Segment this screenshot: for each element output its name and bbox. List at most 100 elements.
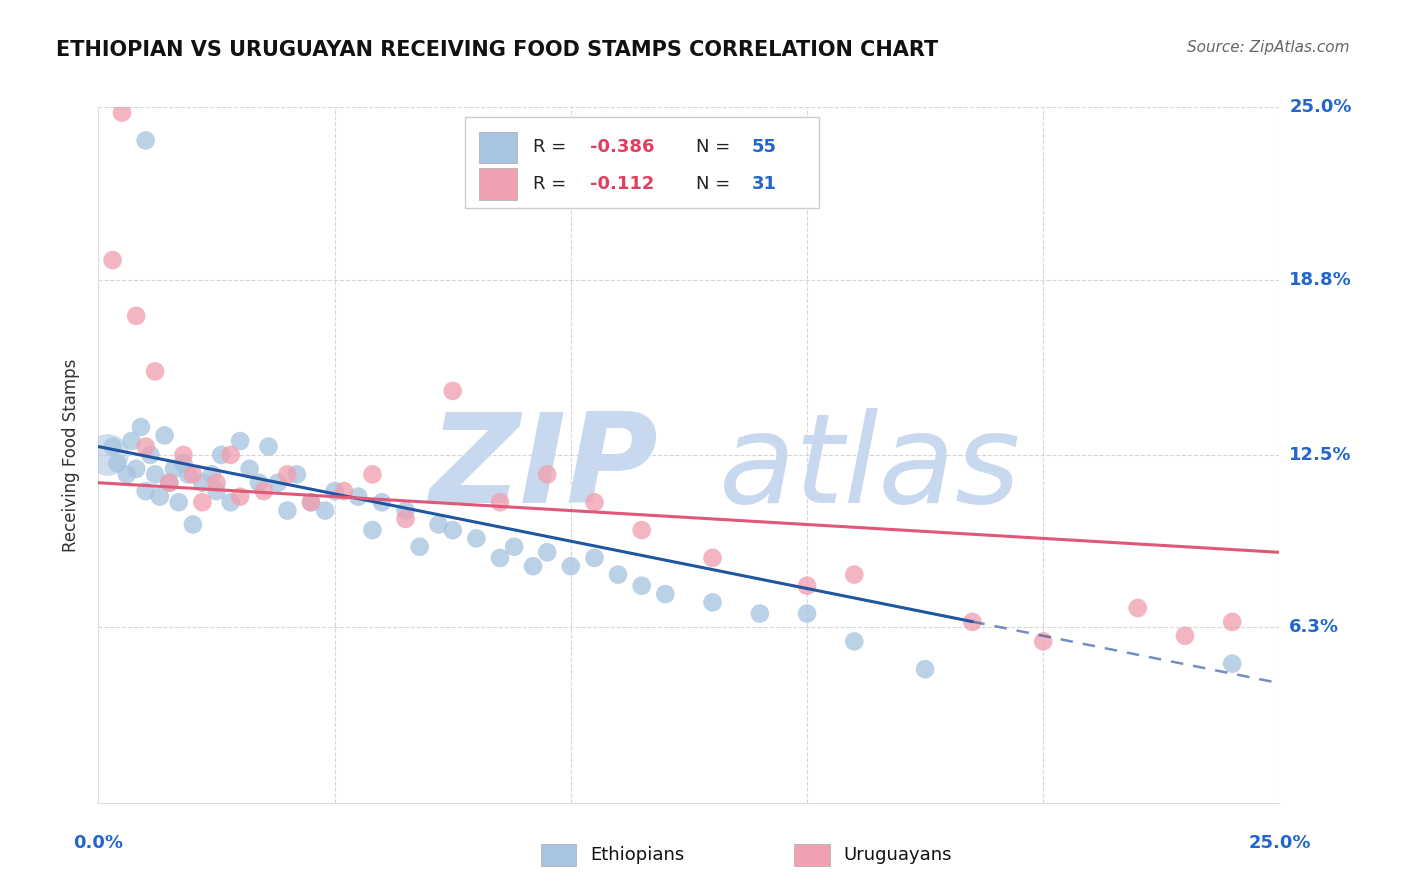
Text: 18.8%: 18.8% [1289,270,1353,289]
Point [172,448,194,462]
Point [139,448,162,462]
Point [371,495,394,509]
Point [97,448,120,462]
Text: R =: R = [533,138,572,156]
Point [654,587,676,601]
Point [209,448,232,462]
Point [702,550,724,565]
Point [394,512,416,526]
Text: N =: N = [696,138,735,156]
Text: atlas: atlas [718,409,1021,529]
Point [267,475,290,490]
Point [157,475,180,490]
Point [181,467,204,482]
Point [522,559,544,574]
FancyBboxPatch shape [464,118,818,208]
Point [536,545,558,559]
Point [157,475,180,490]
Point [129,420,152,434]
Point [914,662,936,676]
Point [299,495,322,509]
Text: 25.0%: 25.0% [1289,98,1351,116]
Point [167,495,190,509]
Text: Uruguayans: Uruguayans [844,846,952,863]
Point [560,559,582,574]
Point [299,495,322,509]
Point [796,607,818,621]
Point [583,495,606,509]
Point [285,467,308,482]
Point [219,448,242,462]
Text: -0.386: -0.386 [589,138,654,156]
Point [201,467,224,482]
Point [630,523,652,537]
Point [503,540,526,554]
Point [408,540,430,554]
Point [181,517,204,532]
Point [276,503,298,517]
Point [135,484,157,499]
Text: -0.112: -0.112 [589,175,654,193]
Point [239,462,262,476]
Point [247,475,270,490]
Point [630,579,652,593]
Point [702,595,724,609]
FancyBboxPatch shape [478,131,516,162]
Point [441,523,464,537]
Point [361,523,384,537]
Point [844,634,866,648]
Point [748,607,770,621]
Point [149,490,172,504]
Point [465,532,488,546]
Point [135,133,157,147]
Point [177,467,200,482]
Point [172,456,194,470]
Text: 6.3%: 6.3% [1289,618,1340,637]
Text: 31: 31 [752,175,776,193]
Point [536,467,558,482]
Point [1220,657,1243,671]
Point [314,503,336,517]
Point [257,440,280,454]
Point [323,484,346,499]
Text: R =: R = [533,175,572,193]
Point [101,440,124,454]
Point [229,434,252,448]
Point [101,253,124,268]
Point [153,428,176,442]
Point [205,484,228,499]
Text: Ethiopians: Ethiopians [591,846,685,863]
Point [489,495,512,509]
Point [191,475,214,490]
Point [607,567,630,582]
Text: 0.0%: 0.0% [73,834,124,852]
Y-axis label: Receiving Food Stamps: Receiving Food Stamps [62,359,80,551]
Point [219,495,242,509]
Point [427,517,450,532]
Point [143,364,166,378]
Point [135,440,157,454]
Point [115,467,138,482]
Point [229,490,252,504]
Text: 12.5%: 12.5% [1289,446,1351,464]
Point [111,105,134,120]
Point [253,484,276,499]
Point [844,567,866,582]
Point [121,434,143,448]
Point [489,550,512,565]
Point [143,467,166,482]
Text: N =: N = [696,175,735,193]
Point [361,467,384,482]
Text: 25.0%: 25.0% [1249,834,1310,852]
Point [583,550,606,565]
Point [1032,634,1054,648]
Point [191,495,214,509]
Point [394,503,416,517]
Point [205,475,228,490]
Point [962,615,984,629]
Point [796,579,818,593]
Point [1220,615,1243,629]
Point [105,456,128,470]
FancyBboxPatch shape [478,169,516,200]
Point [163,462,186,476]
